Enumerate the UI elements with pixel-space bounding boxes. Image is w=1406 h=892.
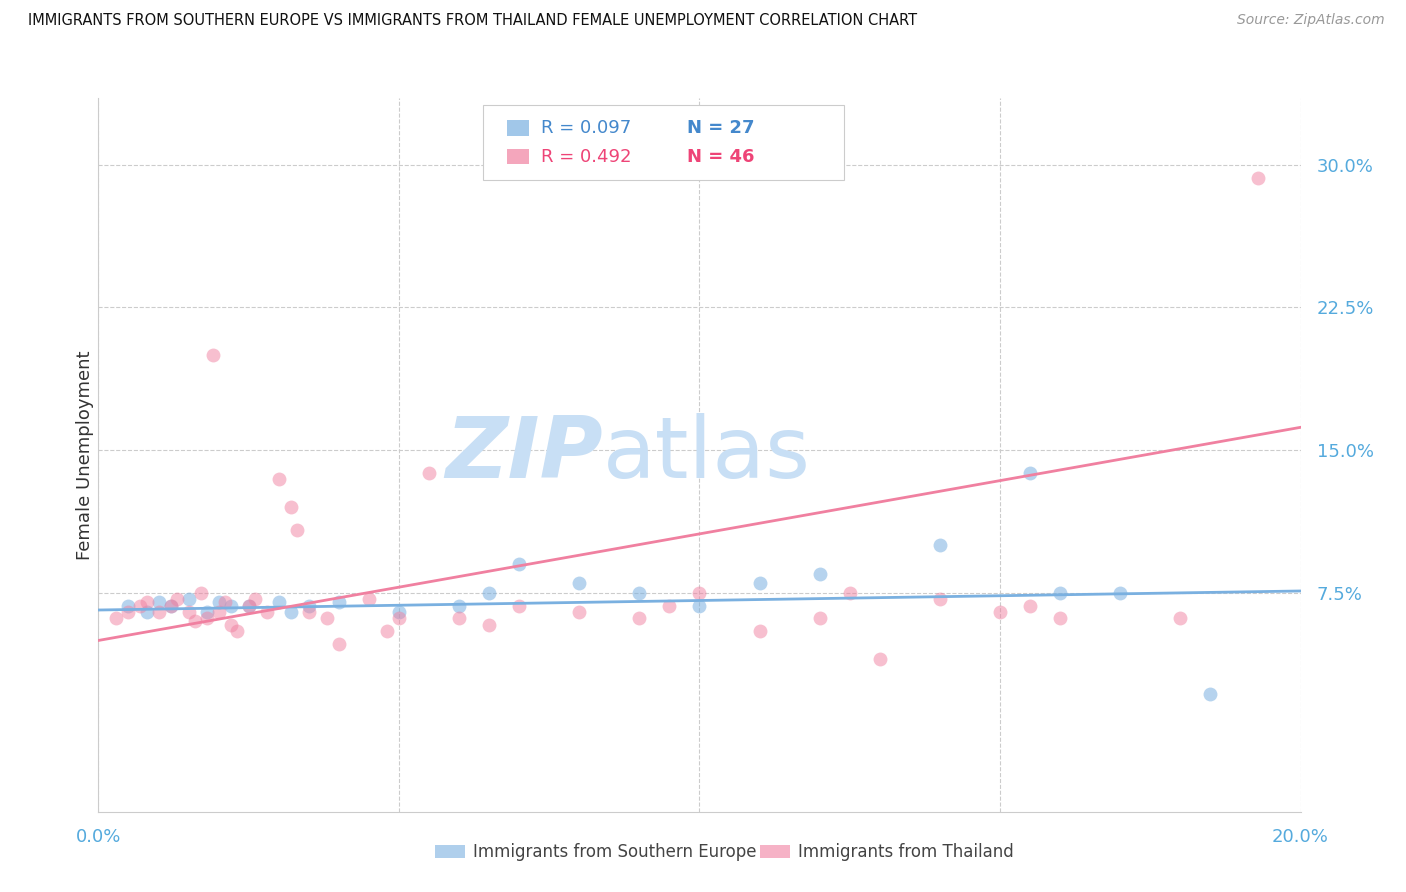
Bar	[759, 846, 790, 858]
Point	[1109, 586, 1132, 600]
FancyBboxPatch shape	[484, 105, 844, 180]
Point	[838, 586, 860, 600]
Point	[208, 595, 231, 609]
Point	[298, 599, 321, 614]
Point	[190, 586, 212, 600]
Point	[1019, 599, 1042, 614]
Point	[159, 599, 181, 614]
Point	[869, 652, 891, 666]
Point	[135, 595, 157, 609]
Point	[568, 576, 591, 591]
Point	[808, 566, 831, 581]
Point	[447, 610, 470, 624]
Point	[388, 610, 411, 624]
Text: Source: ZipAtlas.com: Source: ZipAtlas.com	[1237, 13, 1385, 28]
Point	[214, 595, 236, 609]
Point	[988, 605, 1011, 619]
Point	[135, 605, 157, 619]
Point	[688, 586, 710, 600]
Point	[568, 605, 591, 619]
Point	[201, 348, 224, 362]
Point	[478, 618, 501, 632]
Point	[748, 576, 770, 591]
Point	[688, 599, 710, 614]
Point	[267, 472, 290, 486]
Point	[238, 599, 260, 614]
Text: N = 46: N = 46	[688, 148, 755, 166]
Text: atlas: atlas	[603, 413, 811, 497]
Bar	[508, 149, 529, 164]
Point	[1199, 687, 1222, 701]
Point	[447, 599, 470, 614]
Point	[328, 637, 350, 651]
Point	[238, 599, 260, 614]
Point	[159, 599, 181, 614]
Point	[808, 610, 831, 624]
Point	[1049, 610, 1071, 624]
Text: N = 27: N = 27	[688, 120, 755, 137]
Point	[219, 599, 242, 614]
Text: Immigrants from Southern Europe: Immigrants from Southern Europe	[474, 843, 756, 861]
Point	[658, 599, 681, 614]
Point	[256, 605, 278, 619]
Point	[177, 591, 200, 606]
Point	[195, 605, 218, 619]
Point	[148, 605, 170, 619]
Point	[508, 599, 530, 614]
Point	[267, 595, 290, 609]
Point	[243, 591, 266, 606]
Point	[117, 605, 139, 619]
Point	[105, 610, 128, 624]
Point	[280, 605, 302, 619]
Point	[357, 591, 380, 606]
Text: ZIP: ZIP	[446, 413, 603, 497]
Point	[129, 599, 152, 614]
Point	[388, 605, 411, 619]
Point	[315, 610, 337, 624]
Point	[208, 605, 231, 619]
Y-axis label: Female Unemployment: Female Unemployment	[76, 351, 94, 559]
Point	[183, 615, 205, 629]
Point	[628, 610, 651, 624]
Point	[285, 523, 308, 537]
Bar	[508, 120, 529, 136]
Point	[418, 466, 440, 480]
Point	[478, 586, 501, 600]
Point	[1247, 171, 1270, 186]
Point	[748, 624, 770, 638]
Point	[177, 605, 200, 619]
Bar	[434, 846, 465, 858]
Point	[148, 595, 170, 609]
Point	[628, 586, 651, 600]
Point	[280, 500, 302, 515]
Point	[195, 610, 218, 624]
Point	[328, 595, 350, 609]
Point	[219, 618, 242, 632]
Point	[508, 558, 530, 572]
Point	[1170, 610, 1192, 624]
Point	[117, 599, 139, 614]
Point	[375, 624, 398, 638]
Point	[298, 605, 321, 619]
Point	[929, 591, 952, 606]
Text: R = 0.492: R = 0.492	[541, 148, 631, 166]
Text: R = 0.097: R = 0.097	[541, 120, 631, 137]
Text: Immigrants from Thailand: Immigrants from Thailand	[799, 843, 1014, 861]
Point	[1019, 466, 1042, 480]
Point	[929, 538, 952, 552]
Point	[225, 624, 247, 638]
Point	[166, 591, 188, 606]
Text: IMMIGRANTS FROM SOUTHERN EUROPE VS IMMIGRANTS FROM THAILAND FEMALE UNEMPLOYMENT : IMMIGRANTS FROM SOUTHERN EUROPE VS IMMIG…	[28, 13, 917, 29]
Point	[1049, 586, 1071, 600]
